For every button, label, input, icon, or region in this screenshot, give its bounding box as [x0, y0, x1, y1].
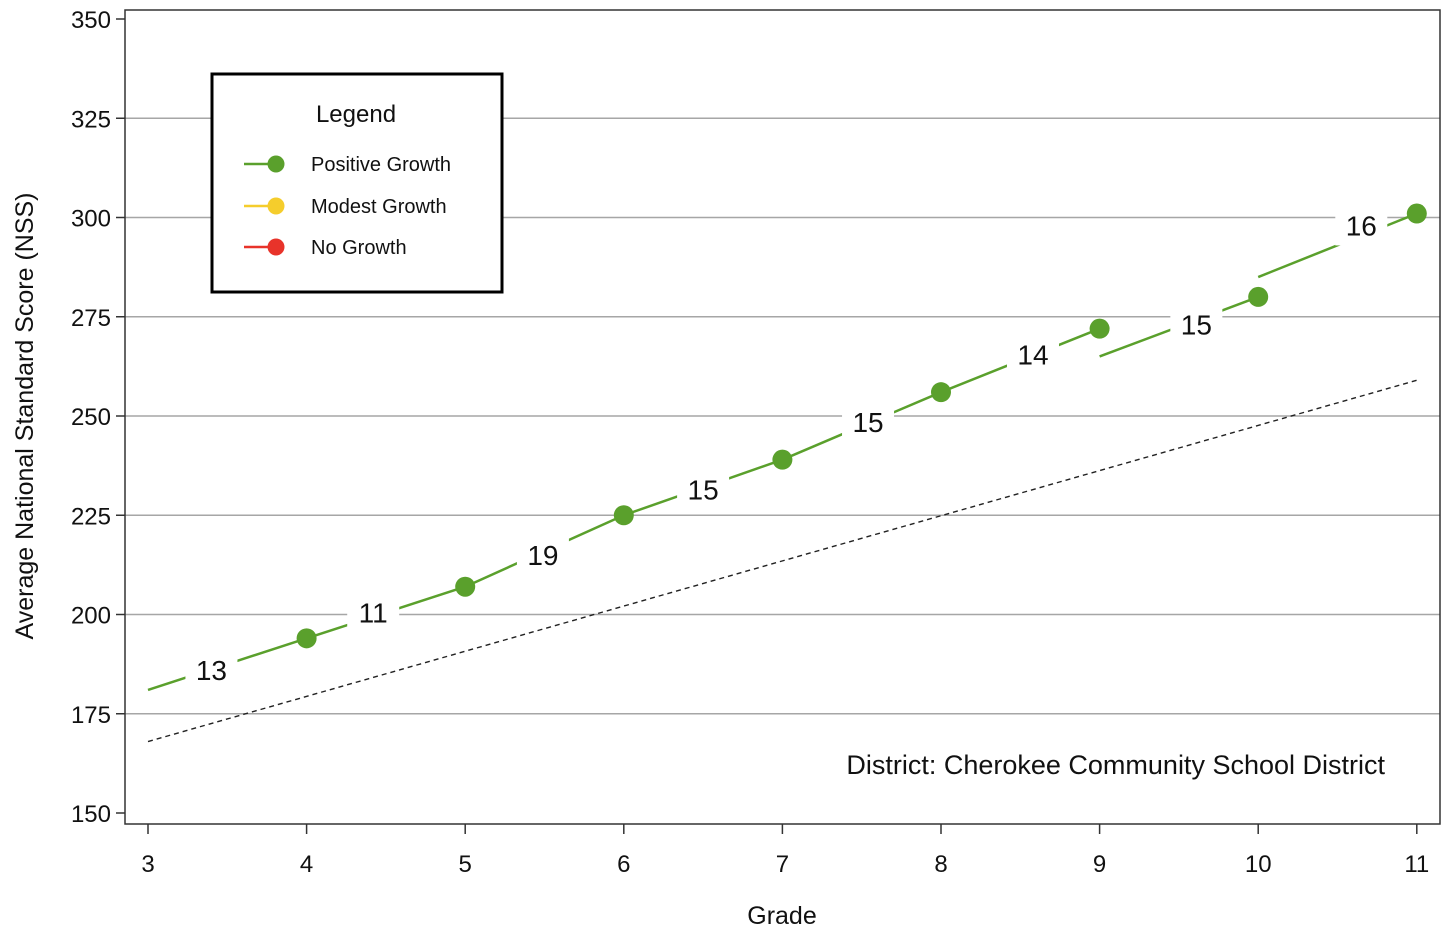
legend-entries: Positive Growth Modest Growth No Growth [244, 154, 451, 259]
growth-label: 13 [196, 655, 227, 686]
growth-label: 16 [1346, 210, 1377, 241]
growth-label: 15 [852, 407, 883, 438]
growth-label-bg [1170, 304, 1223, 345]
data-point [455, 576, 476, 597]
growth-label-bg [1006, 334, 1059, 375]
district-annotation: District: Cherokee Community School Dist… [846, 750, 1385, 780]
x-tick-label: 4 [300, 851, 313, 878]
reference-line [147, 379, 1417, 743]
legend-entry-label: No Growth [311, 237, 407, 259]
x-tick-label: 5 [459, 851, 472, 878]
x-tick-label: 11 [1404, 851, 1429, 878]
legend-entry-label: Positive Growth [311, 154, 451, 176]
growth-label: 15 [688, 474, 719, 505]
growth-label-bg [516, 534, 569, 575]
y-tick-label: 175 [71, 702, 111, 729]
legend-entry-label: Modest Growth [311, 196, 447, 218]
x-tick-label: 9 [1093, 851, 1106, 878]
growth-labels: 13 11 19 15 15 14 15 16 [185, 205, 1388, 691]
data-point [772, 449, 793, 470]
y-tick-label: 200 [71, 603, 111, 630]
growth-label-bg [677, 469, 730, 510]
axes: 150 175 200 225 250 275 300 325 350 3 4 5 6 7 8 9 10 11 [71, 7, 1441, 878]
y-tick-label: 300 [71, 206, 111, 233]
growth-label: 19 [527, 540, 558, 571]
data-point [1248, 286, 1269, 307]
growth-label: 11 [359, 598, 388, 629]
x-tick-label: 7 [776, 851, 789, 878]
growth-label: 15 [1181, 310, 1212, 341]
x-tick-label: 8 [934, 851, 947, 878]
data-point [613, 505, 634, 526]
x-tick-label: 3 [141, 851, 154, 878]
y-tick-label: 325 [71, 106, 111, 133]
y-tick-label: 150 [71, 801, 111, 828]
legend-swatch-dot [267, 197, 285, 215]
x-axis-title: Grade [747, 902, 816, 930]
legend: Legend Positive Growth Modest Growth No Gr… [210, 72, 504, 294]
growth-label: 14 [1017, 339, 1048, 370]
data-points [296, 203, 1427, 649]
x-tick-label: 10 [1245, 851, 1272, 878]
legend-title: Legend [316, 101, 396, 128]
legend-swatch-dot [267, 155, 285, 173]
data-point [931, 382, 951, 403]
growth-label-bg [347, 592, 400, 633]
y-axis-title: Average National Standard Score (NSS) [11, 193, 39, 640]
y-tick-label: 225 [71, 503, 111, 530]
reference-line-group [147, 379, 1417, 743]
growth-label-bg [842, 401, 895, 442]
data-point [1089, 318, 1110, 339]
data-point [1406, 203, 1427, 224]
data-point [296, 628, 317, 649]
x-tick-label: 6 [617, 851, 630, 878]
y-tick-label: 275 [71, 305, 111, 332]
growth-label-bg [185, 650, 238, 691]
growth-label-bg [1335, 205, 1388, 246]
legend-swatch-dot [267, 238, 285, 256]
legend-box [210, 72, 504, 294]
y-tick-label: 250 [71, 404, 111, 431]
y-tick-label: 350 [71, 7, 111, 34]
